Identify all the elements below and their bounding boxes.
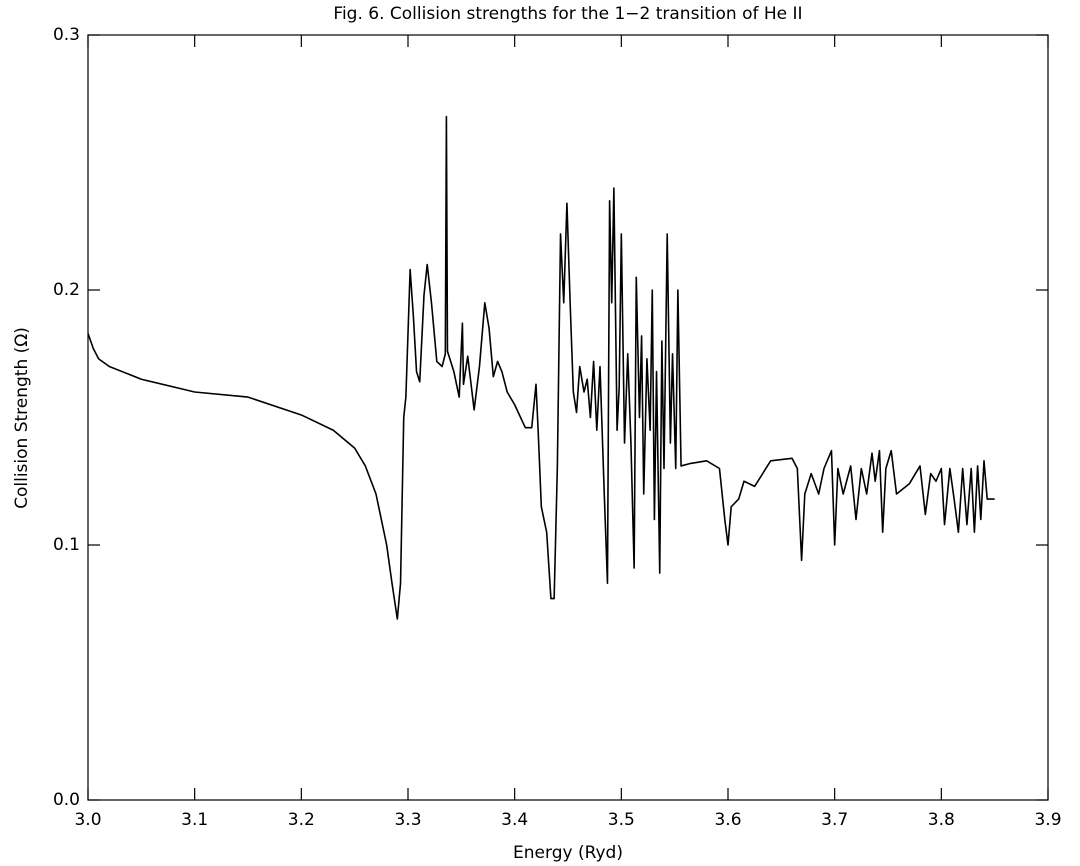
x-tick-label: 3.3 — [394, 810, 421, 830]
x-tick-label: 3.4 — [501, 810, 528, 830]
x-tick-label: 3.2 — [288, 810, 315, 830]
x-tick-label: 3.7 — [821, 810, 848, 830]
x-tick-label: 3.5 — [608, 810, 635, 830]
y-tick-label: 0.3 — [53, 25, 80, 45]
y-tick-label: 0.0 — [53, 790, 80, 810]
x-tick-label: 3.6 — [714, 810, 741, 830]
y-tick-label: 0.1 — [53, 535, 80, 555]
data-line — [87, 115, 995, 620]
x-axis-label: Energy (Ryd) — [513, 843, 623, 863]
x-tick-label: 3.1 — [181, 810, 208, 830]
y-axis-label: Collision Strength (Ω) — [12, 327, 32, 509]
chart-title: Fig. 6. Collision strengths for the 1−2 … — [333, 4, 802, 24]
plot-frame — [87, 34, 1049, 801]
x-tick-label: 3.0 — [74, 810, 101, 830]
x-tick-label: 3.9 — [1034, 810, 1061, 830]
x-tick-label: 3.8 — [928, 810, 955, 830]
y-tick-label: 0.2 — [53, 280, 80, 300]
